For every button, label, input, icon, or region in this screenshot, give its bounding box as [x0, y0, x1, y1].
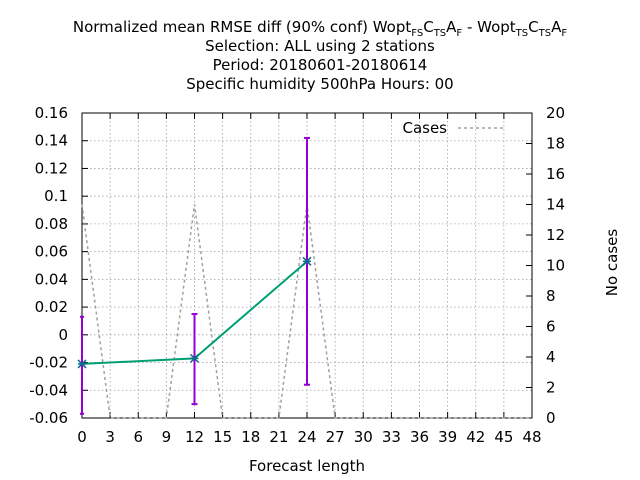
x-tick-label: 12: [185, 428, 204, 446]
y-tick-label: 0.04: [35, 270, 68, 288]
y-tick-label: 0.12: [35, 159, 68, 177]
y-tick-label: 0.08: [35, 215, 68, 233]
title-line-0: Normalized mean RMSE diff (90% conf) Wop…: [73, 18, 567, 39]
main-series: [77, 136, 312, 415]
title-part: A: [446, 18, 457, 36]
title-part: Specific humidity 500hPa Hours: 00: [186, 75, 453, 93]
title-part: C: [423, 18, 433, 36]
y-tick-label: -0.06: [29, 409, 68, 427]
title-part: Normalized mean RMSE diff (90% conf) Wop…: [73, 18, 412, 36]
x-tick-label: 21: [269, 428, 288, 446]
cases-series: [81, 204, 532, 419]
y2-tick-label: 6: [546, 318, 556, 336]
y-tick-label: 0.1: [44, 187, 68, 205]
title-part: TS: [433, 28, 446, 39]
y2-tick-label: 4: [546, 348, 556, 366]
y2-tick-label: 8: [546, 287, 556, 305]
title-part: Selection: ALL using 2 stations: [205, 37, 435, 55]
y2-tick-label: 12: [546, 226, 565, 244]
y-tick-label: 0.14: [35, 132, 68, 150]
title-part: FS: [411, 28, 423, 39]
data-point: [189, 353, 200, 363]
y-tick-label: 0.06: [35, 243, 68, 261]
y-tick-label: 0.02: [35, 298, 68, 316]
y2-tick-label: 16: [546, 165, 565, 183]
title-line-3: Specific humidity 500hPa Hours: 00: [186, 75, 453, 93]
y2-axis-label: No cases: [603, 229, 621, 297]
y2-tick-label: 10: [546, 257, 565, 275]
x-tick-label: 48: [522, 428, 541, 446]
ticks: 0 3 6 9 12 15 18 21 24 27 30 33 36 39 42 45 480.160.140.…: [29, 104, 565, 446]
y-tick-label: 0: [58, 326, 68, 344]
title-part: A: [551, 18, 562, 36]
title-part: TS: [538, 28, 551, 39]
x-tick-label: 42: [466, 428, 485, 446]
x-tick-label: 18: [241, 428, 260, 446]
title-part: TS: [515, 28, 528, 39]
data-point: [77, 359, 87, 369]
y-tick-label: -0.02: [29, 354, 68, 372]
x-tick-label: 33: [382, 428, 401, 446]
y2-tick-label: 20: [546, 104, 565, 122]
x-tick-label: 39: [438, 428, 457, 446]
y2-tick-label: 18: [546, 135, 565, 153]
chart-title: Normalized mean RMSE diff (90% conf) Wop…: [73, 18, 567, 93]
title-part: Period: 20180601-20180614: [213, 56, 428, 74]
y2-tick-label: 0: [546, 409, 556, 427]
title-part: C: [528, 18, 538, 36]
title-part: F: [456, 28, 462, 39]
x-tick-label: 30: [354, 428, 373, 446]
x-tick-label: 27: [326, 428, 345, 446]
y2-tick-label: 2: [546, 379, 556, 397]
x-tick-label: 6: [133, 428, 143, 446]
x-tick-label: 36: [410, 428, 429, 446]
x-tick-label: 45: [494, 428, 513, 446]
legend: Cases: [402, 119, 506, 137]
cases-line: [81, 204, 532, 419]
y2-tick-label: 14: [546, 196, 565, 214]
x-axis-label: Forecast length: [249, 457, 365, 475]
x-tick-label: 3: [105, 428, 115, 446]
title-part: F: [561, 28, 567, 39]
x-tick-label: 0: [77, 428, 87, 446]
x-tick-label: 24: [297, 428, 316, 446]
y-tick-label: 0.16: [35, 104, 68, 122]
x-tick-label: 9: [162, 428, 172, 446]
title-line-2: Period: 20180601-20180614: [213, 56, 428, 74]
x-tick-label: 15: [213, 428, 232, 446]
title-line-1: Selection: ALL using 2 stations: [205, 37, 435, 55]
legend-label-cases: Cases: [402, 119, 447, 137]
title-part: - Wopt: [462, 18, 516, 36]
data-point: [302, 256, 312, 266]
y-tick-label: -0.04: [29, 381, 68, 399]
